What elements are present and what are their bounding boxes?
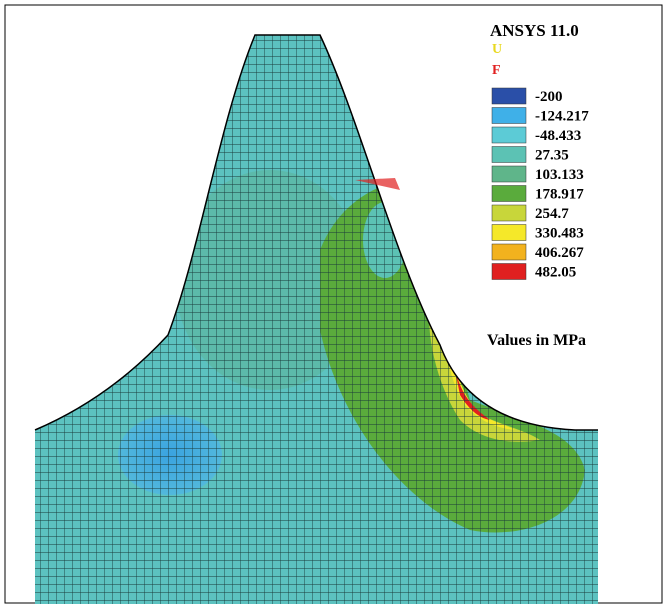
title: ANSYS 11.0	[490, 21, 579, 40]
stress-plot: ANSYS 11.0 U F -200 -124.217 -48.433 27.35 1…	[0, 0, 668, 604]
legend-label: 178.917	[535, 187, 584, 203]
legend-label: 27.35	[535, 148, 569, 164]
f-label: F	[492, 63, 501, 78]
legend-label: 482.05	[535, 265, 576, 281]
legend-swatch	[492, 88, 526, 104]
legend-swatch	[492, 147, 526, 163]
legend-swatch	[492, 205, 526, 221]
legend-swatch	[492, 225, 526, 241]
legend-swatch	[492, 264, 526, 280]
legend-label: -200	[535, 89, 563, 105]
units-note: Values in MPa	[487, 332, 586, 349]
legend-label: 103.133	[535, 167, 584, 183]
u-label: U	[492, 42, 502, 57]
legend-label: 330.483	[535, 226, 584, 242]
legend-label: 406.267	[535, 245, 584, 261]
legend-swatch	[492, 244, 526, 260]
legend-label: 254.7	[535, 206, 569, 222]
legend-swatch	[492, 166, 526, 182]
legend-label: -124.217	[535, 109, 589, 125]
legend-label: -48.433	[535, 128, 581, 144]
legend-swatch	[492, 186, 526, 202]
legend-swatch	[492, 127, 526, 143]
legend-swatch	[492, 108, 526, 124]
